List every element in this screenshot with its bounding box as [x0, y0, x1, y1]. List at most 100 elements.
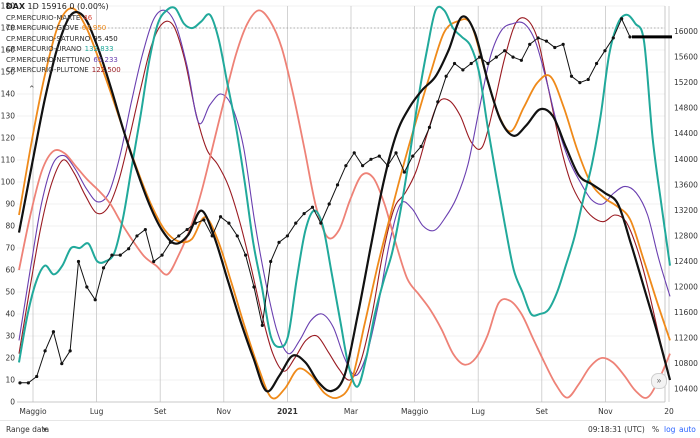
legend-item[interactable]: CP.MERCURIO-GIOVE 64.950 [6, 23, 121, 34]
price-point [335, 183, 340, 187]
price-point [193, 221, 198, 225]
price-point [51, 330, 56, 334]
price-point [101, 266, 106, 270]
legend-item[interactable]: CP.MERCURIO-NETTUNO 65.233 [6, 55, 121, 66]
left-tick-label: 170 [1, 24, 16, 33]
left-tick-label: 0 [10, 398, 15, 407]
legend-item[interactable]: CP.MERCURIO-SATURNO 95.450 [6, 34, 121, 45]
price-point [252, 285, 256, 289]
price-point [628, 35, 632, 39]
price-point [177, 234, 181, 238]
price-point [185, 227, 189, 232]
x-tick-label: Nov [598, 407, 613, 416]
right-tick-label: 13200 [674, 206, 698, 215]
chart-canvas[interactable]: Maggio Lug Set Nov 2021 Mar Maggio Lug Set Nov 20 0… [0, 0, 700, 420]
right-tick-label: 14000 [674, 155, 698, 164]
right-tick-label: 14400 [674, 129, 698, 138]
price-point [377, 154, 381, 158]
price-point [218, 215, 223, 219]
price-point [461, 68, 465, 72]
x-tick-label: 2021 [277, 407, 298, 416]
price-point [594, 61, 599, 66]
price-point [302, 211, 306, 216]
price-point [427, 125, 432, 129]
price-point [469, 61, 473, 66]
legend-item-value: 46 [83, 13, 93, 22]
legend-item[interactable]: CP.MERCURIO-MARTE 46 [6, 13, 121, 24]
price-point [110, 253, 114, 257]
price-point [235, 234, 239, 238]
left-tick-label: 180 [1, 2, 16, 11]
price-point [93, 298, 97, 302]
left-tick-label: 70 [5, 244, 15, 253]
right-tick-label: 12400 [674, 257, 698, 266]
price-point [327, 202, 331, 206]
series-line [17, 10, 672, 393]
x-tick-label: Set [536, 407, 548, 416]
price-point [85, 285, 89, 289]
right-tick-label: 14800 [674, 104, 698, 113]
price-point [118, 253, 122, 257]
range-dropdown-icon[interactable]: ▾ [43, 425, 47, 434]
left-tick-label: 60 [5, 266, 15, 275]
price-point [152, 259, 156, 264]
price-point [127, 247, 131, 251]
collapse-chevron-icon[interactable]: ⌃ [28, 84, 36, 94]
log-toggle[interactable]: log [664, 425, 676, 434]
legend-item-value: 64.950 [81, 24, 107, 32]
scroll-to-realtime-button[interactable]: » [651, 373, 667, 389]
right-tick-label: 15600 [674, 53, 698, 62]
x-tick-label: Mar [344, 407, 359, 416]
price-point [436, 100, 440, 104]
bottom-toolbar: Range data ▾ 09:18:31 (UTC) % log auto [0, 420, 700, 438]
price-point [361, 164, 365, 168]
price-point [511, 55, 515, 59]
legend-item[interactable]: CP.MERCURIO-PLUTONE 122.500 [6, 65, 121, 76]
price-point [143, 227, 147, 232]
price-point [43, 349, 47, 353]
price-point [394, 151, 398, 155]
auto-toggle[interactable]: auto [679, 425, 696, 434]
percent-toggle[interactable]: % [652, 425, 660, 434]
price-point [244, 253, 248, 257]
price-point [452, 61, 457, 66]
price-point [35, 374, 39, 379]
price-point [210, 234, 214, 238]
x-tick-label: Lug [471, 407, 485, 416]
range-label[interactable]: Range data [6, 425, 50, 434]
price-point [578, 81, 582, 85]
left-tick-label: 90 [5, 200, 15, 209]
price-point [519, 58, 523, 62]
price-point [603, 49, 607, 53]
right-tick-label: 11600 [674, 308, 698, 317]
symbol-header: DAX 1D 15916 0 (0.00%) [6, 2, 121, 13]
right-tick-label: 12800 [674, 231, 698, 240]
left-tick-label: 160 [1, 46, 16, 55]
legend-item[interactable]: CP.MERCURIO-URANO 132.833 [6, 44, 121, 55]
price-point [260, 323, 264, 327]
price-point [352, 151, 356, 155]
symbol-interval: 1D [27, 2, 39, 11]
price-point [561, 42, 565, 46]
right-tick-label: 15200 [674, 78, 698, 87]
price-point [60, 362, 64, 366]
price-point [202, 218, 206, 222]
price-point [503, 49, 507, 53]
price-point [369, 157, 373, 161]
left-tick-label: 130 [1, 112, 16, 121]
left-tick-label: 80 [5, 222, 15, 231]
price-point [553, 45, 557, 50]
left-tick-label: 30 [5, 332, 15, 341]
right-tick-label: 10400 [674, 385, 698, 394]
price-point [227, 221, 231, 225]
price-point [319, 221, 323, 225]
price-point [536, 36, 540, 40]
right-tick-label: 13600 [674, 180, 698, 189]
left-tick-label: 150 [1, 68, 16, 77]
legend-item-name: CP.MERCURIO-PLUTONE [6, 66, 89, 74]
price-point [26, 381, 30, 385]
x-tick-label: Maggio [401, 407, 429, 416]
series-line [18, 9, 671, 399]
legend-item-name: CP.MERCURIO-NETTUNO [6, 55, 91, 64]
series-line [18, 5, 671, 388]
